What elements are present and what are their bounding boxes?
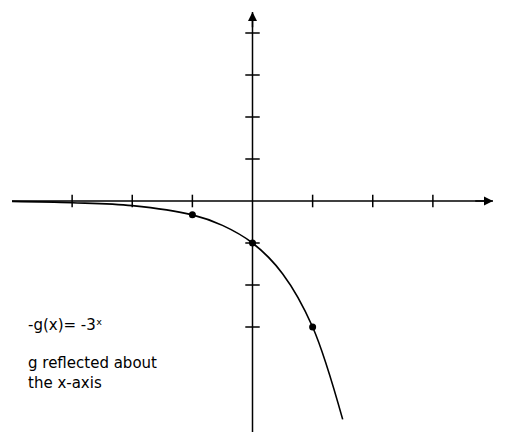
- svg-text:g reflected aboutthe x-axis: g reflected aboutthe x-axis: [28, 354, 157, 392]
- svg-text:-g(x)= -3ˣ: -g(x)= -3ˣ: [28, 316, 102, 334]
